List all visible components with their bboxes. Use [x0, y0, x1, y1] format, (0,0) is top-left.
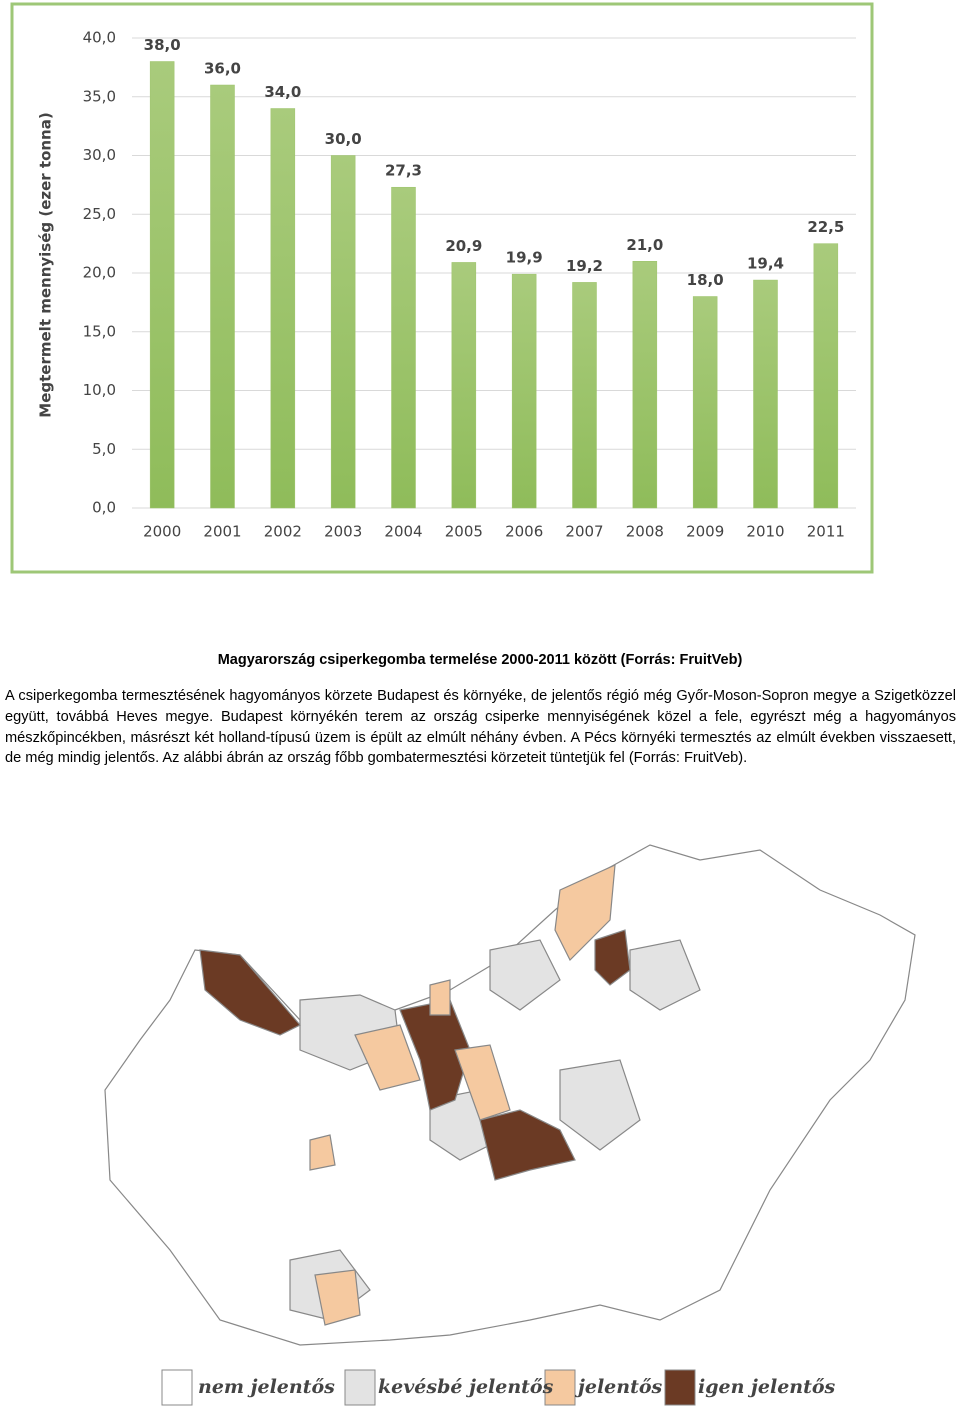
bar	[149, 61, 175, 509]
bar	[692, 296, 718, 509]
chart-frame	[10, 2, 874, 574]
x-tick-label: 2000	[143, 523, 181, 541]
x-tick-label: 2004	[384, 523, 422, 541]
bar	[753, 279, 778, 509]
y-tick-label: 5,0	[92, 440, 116, 458]
value-label: 22,5	[807, 218, 844, 236]
y-tick-label: 40,0	[83, 29, 116, 47]
legend-label: igen jelentős	[698, 1376, 836, 1398]
bar	[813, 243, 839, 509]
x-tick-label: 2009	[686, 523, 724, 541]
value-label: 30,0	[325, 130, 362, 148]
legend-label: nem jelentős	[198, 1376, 335, 1398]
y-tick-label: 35,0	[83, 87, 116, 105]
caption: Magyarország csiperkegomba termelése 200…	[217, 652, 743, 668]
bar	[330, 155, 356, 509]
y-tick-label: 30,0	[83, 146, 116, 164]
y-axis-label: Megtermelt mennyiség (ezer tonna)	[37, 112, 55, 417]
value-label: 19,4	[747, 255, 784, 273]
y-tick-label: 15,0	[83, 322, 116, 340]
x-tick-label: 2007	[565, 523, 603, 541]
map-legend: nem jelentős kevésbé jelentős jelentős i…	[161, 1369, 836, 1406]
value-label: 20,9	[445, 237, 482, 255]
bar	[391, 186, 416, 509]
y-tick-label: 10,0	[83, 381, 116, 399]
value-label: 21,0	[626, 236, 663, 254]
map-regions	[104, 844, 916, 1346]
x-tick-label: 2005	[445, 523, 483, 541]
y-tick-label: 0,0	[92, 499, 116, 517]
x-tick-label: 2010	[746, 523, 784, 541]
bar	[270, 108, 296, 509]
paragraph: A csiperkegomba termesztésének hagyomány…	[5, 688, 956, 767]
chart: Megtermelt mennyiség (ezer tonna) 0,0 5,0…	[10, 2, 874, 574]
x-tick-label: 2006	[505, 523, 543, 541]
y-tick-label: 20,0	[83, 264, 116, 282]
bar	[451, 262, 477, 509]
x-tick-label: 2002	[264, 523, 302, 541]
value-label: 38,0	[144, 36, 181, 54]
value-label: 27,3	[385, 162, 422, 180]
bar	[210, 84, 235, 509]
x-tick-label: 2011	[807, 523, 845, 541]
legend-label: jelentős	[574, 1376, 663, 1398]
bar	[572, 282, 597, 509]
map: nem jelentős kevésbé jelentős jelentős i…	[104, 844, 916, 1406]
x-tick-label: 2008	[626, 523, 664, 541]
x-tick-label: 2001	[203, 523, 241, 541]
bar	[632, 261, 658, 509]
value-label: 19,2	[566, 257, 603, 275]
legend-label: kevésbé jelentős	[378, 1376, 554, 1398]
value-label: 19,9	[506, 249, 543, 267]
value-label: 36,0	[204, 60, 241, 78]
x-tick-label: 2003	[324, 523, 362, 541]
value-label: 34,0	[264, 83, 301, 101]
y-tick-label: 25,0	[83, 205, 116, 223]
bar	[511, 273, 537, 509]
value-label: 18,0	[687, 271, 724, 289]
